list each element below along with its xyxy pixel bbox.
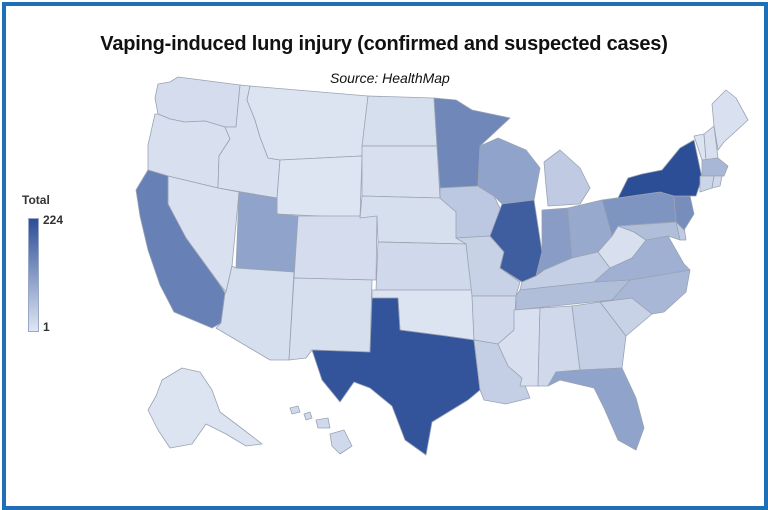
state-mt[interactable] [246,85,369,161]
state-nm[interactable] [288,277,373,361]
state-wy[interactable] [276,155,363,219]
state-mi[interactable] [543,149,591,207]
state-hi[interactable] [289,405,353,455]
map-title: Vaping-induced lung injury (confirmed an… [100,33,668,55]
legend-max-label: 224 [43,213,64,227]
state-ri[interactable] [711,175,723,189]
state-ct[interactable] [699,175,715,193]
state-fl[interactable] [547,367,645,451]
legend-title: Total [22,193,50,207]
state-sd[interactable] [361,145,441,199]
hi-island [315,417,331,429]
state-tx[interactable] [311,297,481,456]
hi-island [289,405,301,415]
state-me[interactable] [711,89,749,151]
state-ma[interactable] [701,157,729,177]
map-source: Source: HealthMap [330,70,450,86]
hi-island [329,429,353,455]
state-ca[interactable] [135,169,226,329]
state-shapes [135,76,749,456]
legend-min-label: 1 [43,320,50,334]
state-ak[interactable] [147,367,263,449]
state-co[interactable] [293,215,378,281]
state-ny[interactable] [617,139,703,199]
state-ks[interactable] [375,241,473,291]
hi-island [303,411,313,421]
state-nd[interactable] [361,95,438,147]
legend-color-scale [28,218,39,332]
